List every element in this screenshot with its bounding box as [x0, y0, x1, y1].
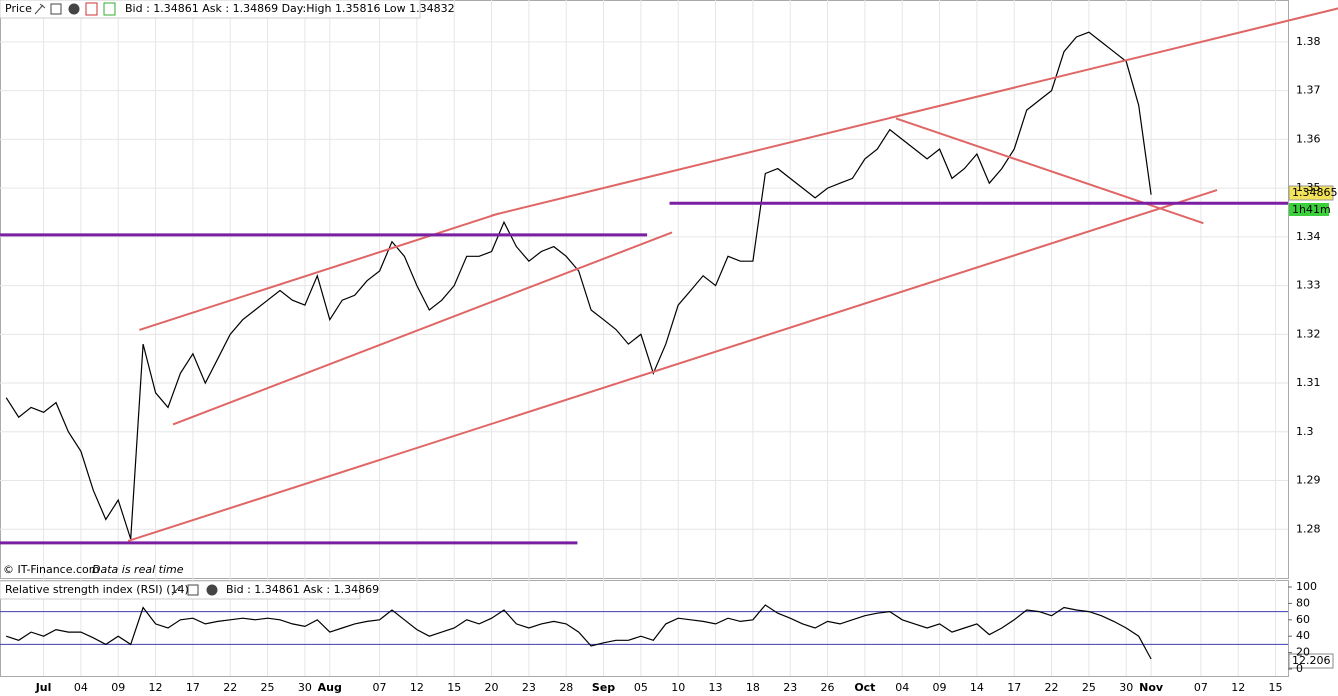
y-tick-label: 1.38	[1296, 35, 1321, 48]
toolbar-icons[interactable]	[34, 2, 116, 16]
x-tick-label: Nov	[1139, 681, 1164, 694]
price-header: Price	[5, 2, 32, 15]
close-icon[interactable]	[206, 584, 218, 596]
credit-note: Data is real time	[92, 563, 184, 576]
trend-line	[895, 117, 1204, 225]
x-tick-label: 26	[821, 681, 835, 694]
up-icon[interactable]	[103, 2, 116, 16]
trend-line	[491, 7, 1338, 217]
x-tick-label: 04	[74, 681, 88, 694]
x-tick-label: Sep	[592, 681, 615, 694]
x-tick-label: Oct	[854, 681, 875, 694]
y-tick-label: 1.28	[1296, 522, 1321, 535]
x-tick-label: 15	[447, 681, 461, 694]
x-tick-label: 12	[1231, 681, 1245, 694]
x-tick-label: 23	[783, 681, 797, 694]
x-tick-label: 10	[671, 681, 685, 694]
x-tick-label: 17	[1007, 681, 1021, 694]
y-tick-label: 1.3	[1296, 425, 1314, 438]
price-frame	[0, 0, 1289, 579]
rsi-icons[interactable]	[171, 584, 218, 596]
price-toolbar	[0, 0, 421, 19]
y-tick-label: 100	[1296, 580, 1317, 593]
trend-line	[127, 189, 1218, 542]
down-icon[interactable]	[85, 2, 98, 16]
x-tick-label: 09	[111, 681, 125, 694]
tool-icon[interactable]	[171, 585, 181, 596]
y-tick-label: 1.32	[1296, 327, 1321, 340]
x-tick-label: 25	[1082, 681, 1096, 694]
trend-line	[172, 231, 673, 426]
x-tick-label: 14	[970, 681, 984, 694]
y-tick-label: 1.29	[1296, 474, 1321, 487]
y-tick-label: 1.35	[1296, 181, 1321, 194]
x-tick-label: 22	[223, 681, 237, 694]
y-tick-label: 80	[1296, 596, 1310, 609]
x-tick-label: 09	[933, 681, 947, 694]
x-tick-label: Jul	[35, 681, 52, 694]
rsi-frame	[0, 580, 1289, 677]
trend-line	[139, 212, 500, 331]
tool-icon[interactable]	[34, 3, 46, 15]
credit: © IT-Finance.com	[3, 563, 100, 576]
x-tick-label: 07	[1194, 681, 1208, 694]
window-icon[interactable]	[50, 3, 62, 15]
x-tick-label: 07	[373, 681, 387, 694]
x-tick-label: 22	[1045, 681, 1059, 694]
y-tick-label: 0	[1296, 662, 1303, 675]
y-tick-label: 40	[1296, 629, 1310, 642]
rsi-toolbar	[0, 580, 361, 600]
rsi-last: 12.206	[1292, 654, 1331, 667]
y-tick-label: 1.33	[1296, 279, 1321, 292]
rsi-quote: Bid : 1.34861 Ask : 1.34869	[226, 583, 379, 596]
close-icon[interactable]	[68, 3, 80, 15]
last-price-box	[1288, 185, 1334, 201]
y-tick-label: 1.36	[1296, 132, 1321, 145]
x-tick-label: 18	[746, 681, 760, 694]
x-tick-label: 23	[522, 681, 536, 694]
price-line	[6, 604, 1152, 660]
window-icon[interactable]	[187, 584, 199, 596]
x-tick-label: Aug	[318, 681, 342, 694]
x-tick-label: 28	[559, 681, 573, 694]
x-tick-label: 20	[485, 681, 499, 694]
rsi-header: Relative strength index (RSI) (14)	[5, 583, 189, 596]
rsi-last-box	[1288, 653, 1334, 669]
last-price: 1.34865	[1292, 186, 1338, 199]
x-tick-label: 15	[1269, 681, 1283, 694]
price-quote: Bid : 1.34861 Ask : 1.34869 Day:High 1.3…	[125, 2, 455, 15]
x-tick-label: 05	[634, 681, 648, 694]
y-tick-label: 20	[1296, 646, 1310, 659]
countdown-box	[1289, 203, 1329, 216]
x-tick-label: 04	[895, 681, 909, 694]
y-tick-label: 1.37	[1296, 84, 1321, 97]
x-tick-label: 17	[186, 681, 200, 694]
x-tick-label: 25	[261, 681, 275, 694]
price-line	[5, 31, 1152, 540]
y-tick-label: 1.34	[1296, 230, 1321, 243]
x-tick-label: 30	[298, 681, 312, 694]
x-tick-label: 13	[709, 681, 723, 694]
y-tick-label: 60	[1296, 613, 1310, 626]
x-tick-label: 12	[410, 681, 424, 694]
y-tick-label: 1.31	[1296, 376, 1321, 389]
countdown: 1h41m	[1292, 203, 1331, 216]
x-tick-label: 30	[1119, 681, 1133, 694]
x-tick-label: 12	[149, 681, 163, 694]
